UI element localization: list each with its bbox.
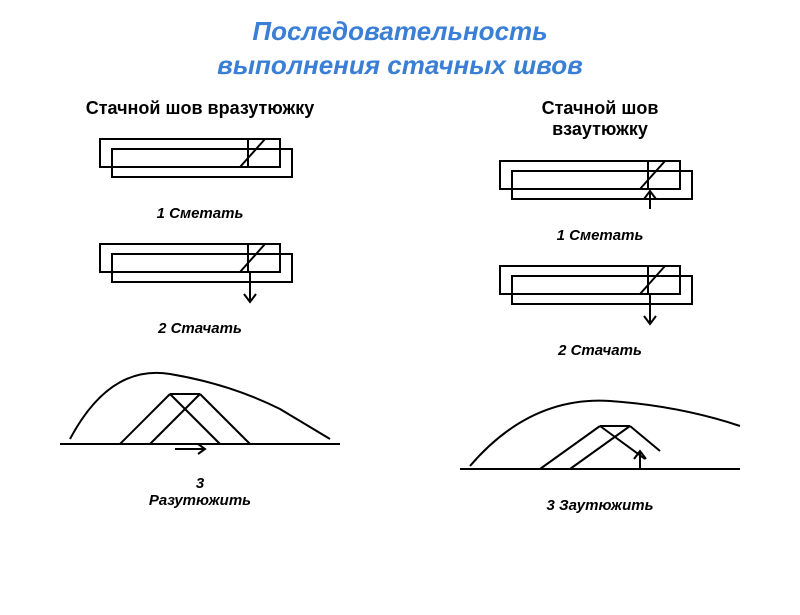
right-subtitle-line1: Стачной шов <box>542 98 659 120</box>
left-step2-diagram <box>90 234 310 314</box>
right-step2-diagram <box>490 256 710 336</box>
main-title: Последовательность выполнения стачных шв… <box>0 15 800 83</box>
left-step3-diagram <box>50 349 350 469</box>
left-step1-label: 1 Сметать <box>157 205 244 222</box>
right-subtitle-line2: взаутюжку <box>542 119 659 141</box>
right-subtitle: Стачной шов взаутюжку <box>542 98 659 141</box>
right-step3-label: 3 Заутюжить <box>546 497 653 514</box>
left-column: Стачной шов вразутюжку 1 Сметать <box>40 98 360 526</box>
left-step2-label: 2 Стачать <box>158 320 242 337</box>
columns-container: Стачной шов вразутюжку 1 Сметать <box>0 98 800 526</box>
title-line1: Последовательность <box>0 15 800 49</box>
left-step3-label: 3 Разутюжить <box>149 475 251 509</box>
left-step3-rest: Разутюжить <box>149 492 251 509</box>
left-step1-diagram <box>90 129 310 199</box>
right-step3-diagram <box>450 371 750 491</box>
right-step1-diagram <box>490 151 710 221</box>
right-column: Стачной шов взаутюжку 1 Сметать <box>440 98 760 526</box>
left-subtitle: Стачной шов вразутюжку <box>86 98 315 120</box>
right-step1-label: 1 Сметать <box>557 227 644 244</box>
left-step3-num: 3 <box>149 475 251 492</box>
title-line2: выполнения стачных швов <box>0 49 800 83</box>
right-step2-label: 2 Стачать <box>558 342 642 359</box>
